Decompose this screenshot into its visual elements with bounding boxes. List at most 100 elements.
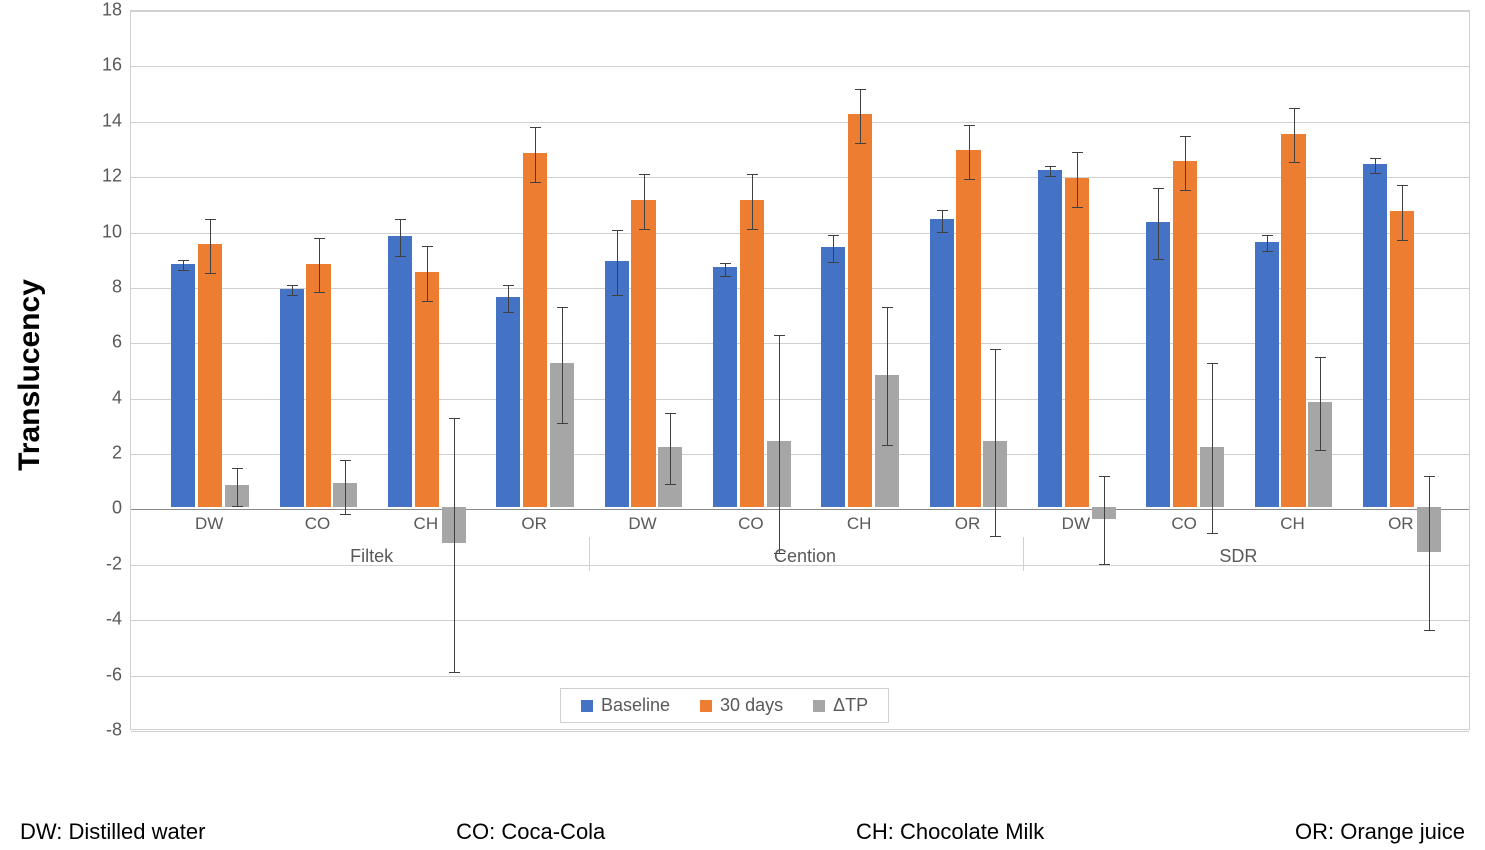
grid-line: [131, 11, 1469, 12]
bar: [1255, 242, 1279, 508]
y-tick-label: -8: [72, 720, 122, 741]
y-tick-label: 0: [72, 498, 122, 519]
bar: [713, 267, 737, 508]
error-bar: [345, 460, 346, 515]
error-bar: [942, 210, 943, 232]
error-bar: [670, 413, 671, 485]
subgroup-label: OR: [955, 514, 981, 534]
y-tick-label: -4: [72, 609, 122, 630]
bar: [523, 153, 547, 507]
group-tick: [589, 537, 590, 571]
legend-swatch-dtp: [813, 700, 825, 712]
bar: [1173, 161, 1197, 507]
grid-line: [131, 676, 1469, 677]
y-tick-label: 14: [72, 110, 122, 131]
bar: [1390, 211, 1414, 507]
legend-swatch-30days: [700, 700, 712, 712]
bar: [1038, 170, 1062, 508]
error-bar: [1104, 476, 1105, 565]
subgroup-label: CO: [305, 514, 331, 534]
error-bar: [1212, 363, 1213, 535]
y-tick-label: 18: [72, 0, 122, 21]
bar: [388, 236, 412, 507]
error-bar: [1402, 185, 1403, 240]
subgroup-label: CO: [1171, 514, 1197, 534]
zero-line: [131, 509, 1469, 510]
error-bar: [1158, 188, 1159, 260]
y-tick-label: -6: [72, 664, 122, 685]
y-axis-title-container: Translucency: [10, 0, 50, 750]
error-bar: [1320, 357, 1321, 451]
error-bar: [833, 235, 834, 263]
bar: [956, 150, 980, 507]
bar: [496, 297, 520, 507]
error-bar: [1294, 108, 1295, 163]
bar: [1065, 178, 1089, 508]
error-bar: [183, 260, 184, 271]
bar: [930, 219, 954, 507]
y-tick-label: 16: [72, 55, 122, 76]
subgroup-label: DW: [195, 514, 223, 534]
bar: [1281, 134, 1305, 508]
bar: [1146, 222, 1170, 507]
grid-line: [131, 66, 1469, 67]
bar: [280, 289, 304, 508]
bar: [848, 114, 872, 507]
subgroup-label: CH: [1280, 514, 1305, 534]
error-bar: [400, 219, 401, 258]
legend-label-30days: 30 days: [720, 695, 783, 716]
error-bar: [995, 349, 996, 537]
bar: [631, 200, 655, 507]
error-bar: [725, 263, 726, 277]
error-bar: [535, 127, 536, 182]
legend-label-baseline: Baseline: [601, 695, 670, 716]
y-axis-title: Translucency: [13, 279, 47, 471]
y-tick-label: 6: [72, 332, 122, 353]
error-bar: [237, 468, 238, 507]
error-bar: [860, 89, 861, 144]
footer-key-or: OR: Orange juice: [1295, 819, 1465, 845]
error-bar: [1267, 235, 1268, 252]
grid-line: [131, 233, 1469, 234]
y-tick-label: 8: [72, 276, 122, 297]
error-bar: [508, 285, 509, 313]
subgroup-label: CO: [738, 514, 764, 534]
group-label: SDR: [1219, 546, 1257, 567]
y-tick-label: 2: [72, 443, 122, 464]
legend-item-dtp: ΔTP: [813, 695, 868, 716]
legend-item-baseline: Baseline: [581, 695, 670, 716]
bar: [740, 200, 764, 507]
error-bar: [454, 418, 455, 673]
subgroup-label: CH: [414, 514, 439, 534]
subgroup-label: DW: [628, 514, 656, 534]
error-bar: [427, 246, 428, 301]
bar: [821, 247, 845, 507]
plot-inner: [131, 11, 1469, 729]
error-bar: [319, 238, 320, 293]
error-bar: [292, 285, 293, 296]
chart-container: Translucency -8-6-4-2024681012141618 DWC…: [0, 0, 1485, 850]
legend-label-dtp: ΔTP: [833, 695, 868, 716]
subgroup-label: OR: [1388, 514, 1414, 534]
footer-key: DW: Distilled water CO: Coca-Cola CH: Ch…: [20, 819, 1465, 845]
bar: [1363, 164, 1387, 507]
error-bar: [779, 335, 780, 554]
error-bar: [1185, 136, 1186, 191]
group-label: Filtek: [350, 546, 393, 567]
error-bar: [562, 307, 563, 423]
error-bar: [1375, 158, 1376, 175]
footer-key-co: CO: Coca-Cola: [456, 819, 605, 845]
bar: [171, 264, 195, 508]
group-label: Cention: [774, 546, 836, 567]
footer-key-ch: CH: Chocolate Milk: [856, 819, 1044, 845]
grid-line: [131, 731, 1469, 732]
y-tick-label: 4: [72, 387, 122, 408]
subgroup-label: OR: [521, 514, 547, 534]
subgroup-label: DW: [1062, 514, 1090, 534]
grid-line: [131, 122, 1469, 123]
y-tick-label: 12: [72, 166, 122, 187]
y-tick-label: -2: [72, 553, 122, 574]
bar: [415, 272, 439, 507]
bar: [605, 261, 629, 507]
error-bar: [210, 219, 211, 274]
